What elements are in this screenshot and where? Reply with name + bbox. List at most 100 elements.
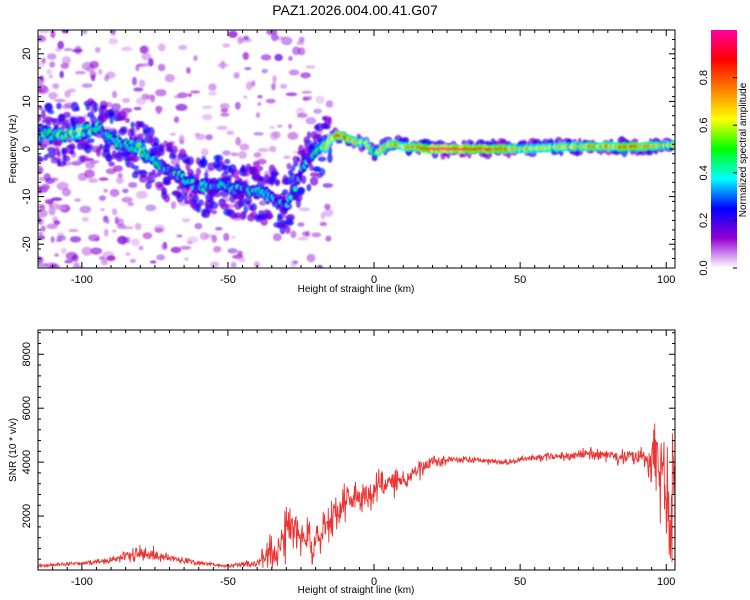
colorbar-gradient — [711, 30, 737, 268]
snr-frame — [37, 329, 676, 571]
spectrogram-halo-blob — [212, 191, 222, 198]
spectrogram-noise-blob — [48, 91, 58, 100]
spectrogram-halo-blob — [234, 212, 242, 219]
spectrogram-halo-blob — [130, 121, 135, 128]
spectrogram-noise-blob — [178, 44, 188, 51]
spectrogram-noise-blob — [187, 93, 192, 97]
spectrogram-halo-blob — [108, 161, 115, 167]
spectrogram-halo-blob — [306, 131, 311, 140]
spectrogram-xtick-label: -50 — [220, 274, 236, 286]
spectrogram-noise-blob — [111, 103, 121, 111]
spectrogram-noise-blob — [136, 190, 148, 199]
spectrogram-noise-blob — [133, 106, 142, 111]
spectrogram-noise-blob — [298, 36, 305, 43]
spectrogram-halo-blob — [317, 156, 327, 162]
spectrogram-halo-blob — [293, 161, 299, 167]
spectrogram-noise-blob — [100, 208, 105, 212]
spectrogram-halo-blob — [176, 192, 184, 203]
spectrogram-noise-blob — [217, 62, 229, 68]
spectrogram-halo-blob — [139, 169, 148, 178]
spectrogram-noise-blob — [311, 232, 322, 238]
spectrogram-noise-blob — [257, 94, 263, 99]
spectrogram-noise-blob — [253, 152, 262, 158]
spectrogram-noise-blob — [49, 202, 60, 210]
spectrogram-xtick-label: 0 — [371, 274, 377, 286]
spectrogram-halo-blob — [118, 110, 127, 121]
spectrogram-noise-blob — [211, 234, 218, 243]
spectrogram-halo-blob — [87, 144, 94, 150]
spectrogram-halo-blob — [306, 139, 312, 145]
spectrogram-halo-blob — [210, 201, 219, 210]
spectrogram-ridge-core — [47, 128, 52, 134]
spectrogram-noise-blob — [38, 164, 43, 173]
spectrogram-noise-blob — [170, 201, 177, 210]
spectrogram-noise-blob — [98, 177, 109, 181]
spectrogram-noise-blob — [148, 57, 154, 67]
spectrogram-halo-blob — [309, 176, 319, 186]
spectrogram-noise-blob — [287, 131, 299, 140]
spectrogram-noise-blob — [64, 90, 71, 98]
spectrogram-noise-blob — [74, 45, 82, 55]
spectrogram-noise-blob — [222, 43, 231, 48]
spectrogram-noise-blob — [296, 40, 305, 46]
spectrogram-noise-blob — [238, 151, 247, 159]
spectrogram-noise-blob — [265, 98, 276, 104]
spectrogram-noise-blob — [271, 33, 279, 42]
snr-xtick-label: 100 — [657, 576, 675, 588]
spectrogram-noise-blob — [186, 67, 191, 74]
spectrogram-noise-blob — [69, 236, 82, 243]
spectrogram-noise-blob — [241, 38, 252, 43]
spectrogram-noise-blob — [193, 55, 198, 62]
snr-xtick-label: 50 — [514, 576, 526, 588]
spectrogram-noise-blob — [138, 245, 144, 251]
spectrogram-halo-blob — [243, 205, 249, 214]
spectrogram-noise-blob — [288, 56, 293, 61]
snr-series-line — [38, 423, 675, 570]
spectrogram-noise-blob — [149, 260, 157, 264]
spectrogram-halo-blob — [117, 149, 122, 159]
spectrogram-noise-blob — [135, 64, 140, 72]
spectrogram-noise-blob — [100, 259, 109, 266]
spectrogram-halo-blob — [246, 200, 251, 206]
spectrogram-noise-blob — [271, 131, 281, 139]
spectrogram-noise-blob — [164, 74, 175, 83]
spectrogram-noise-blob — [283, 155, 291, 159]
spectrogram-halo-blob — [161, 187, 167, 196]
spectrogram-noise-blob — [131, 76, 138, 86]
spectrogram-noise-blob — [178, 134, 185, 144]
spectrogram-halo-blob — [286, 214, 295, 221]
spectrogram-noise-blob — [120, 46, 133, 52]
spectrogram-halo-blob — [74, 106, 80, 112]
spectrogram-halo-blob — [100, 104, 107, 109]
snr-ylabel: SNR (10 * v/v) — [8, 418, 19, 482]
spectrogram-noise-blob — [305, 117, 317, 125]
spectrogram-xlabel: Height of straight line (km) — [298, 284, 415, 295]
spectrogram-ytick-label: 10 — [21, 95, 33, 107]
spectrogram-halo-blob — [323, 124, 331, 130]
spectrogram-noise-blob — [64, 259, 73, 264]
spectrogram-noise-blob — [269, 145, 277, 153]
spectrogram-marks — [38, 30, 675, 268]
spectrogram-halo-blob — [297, 187, 305, 196]
spectrogram-noise-blob — [245, 81, 253, 91]
spectrogram-noise-blob — [74, 71, 86, 75]
spectrogram-noise-blob — [155, 105, 163, 113]
spectrogram-noise-blob — [61, 56, 71, 66]
spectrogram-noise-blob — [155, 89, 167, 97]
spectrogram-halo-blob — [39, 143, 48, 149]
spectrogram-halo-blob — [149, 173, 158, 179]
spectrogram-noise-blob — [60, 247, 67, 254]
spectrogram-noise-blob — [88, 160, 97, 165]
spectrogram-noise-blob — [51, 197, 63, 202]
spectrogram-noise-blob — [242, 52, 249, 60]
spectrogram-noise-blob — [145, 204, 157, 212]
spectrogram-noise-blob — [296, 113, 308, 118]
spectrogram-halo-blob — [327, 116, 332, 126]
spectrogram-noise-blob — [99, 256, 105, 261]
colorbar-tick-label: 0.6 — [698, 118, 710, 133]
spectrogram-noise-blob — [325, 235, 332, 242]
spectrogram-halo-blob — [124, 117, 130, 124]
spectrogram-noise-blob — [84, 158, 95, 162]
spectrogram-noise-blob — [237, 250, 243, 257]
